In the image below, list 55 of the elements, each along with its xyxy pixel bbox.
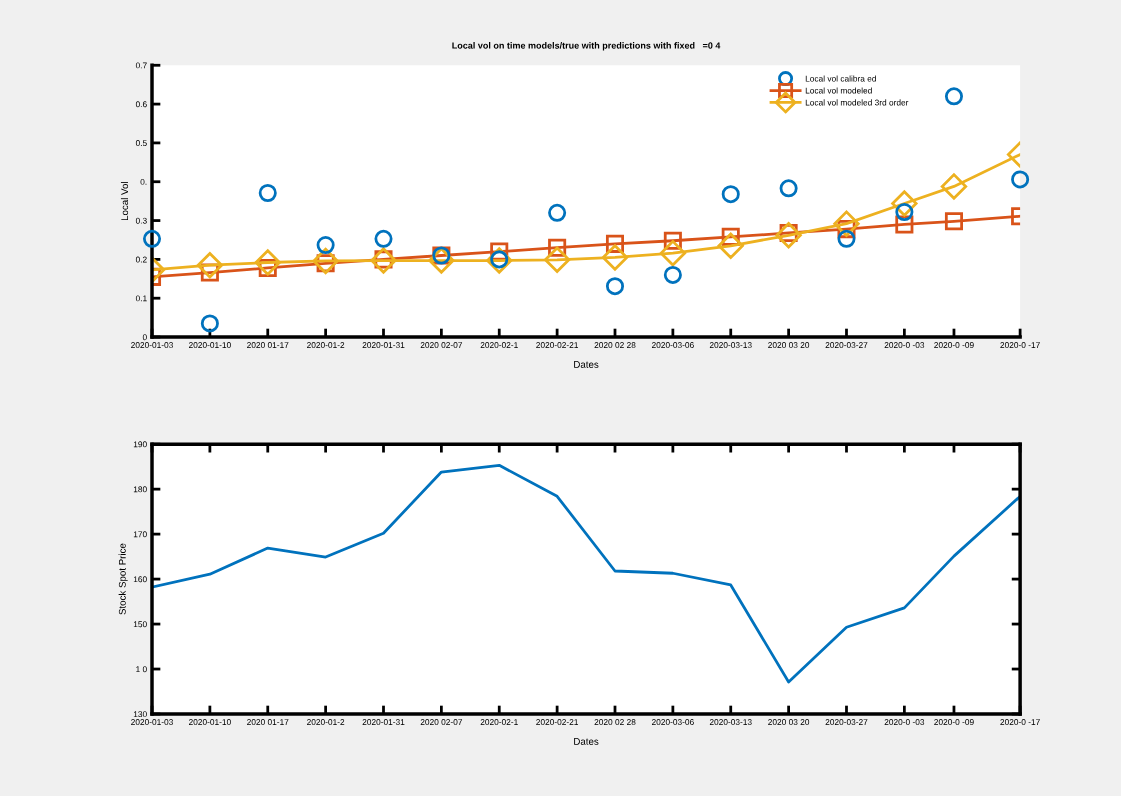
x-tick-label: 2020-0 -17 bbox=[1000, 342, 1040, 349]
y-tick-label: 0.1 bbox=[135, 295, 147, 302]
x-tick-label: 2020-0 -09 bbox=[934, 719, 974, 725]
x-tick-label: 2020 02-07 bbox=[420, 719, 463, 725]
x-tick-label: 2020-01-03 bbox=[131, 719, 173, 725]
x-tick-label: 2020-01-31 bbox=[362, 342, 405, 349]
y-tick-label: 190 bbox=[133, 441, 147, 448]
x-tick-label: 2020-03-06 bbox=[651, 719, 694, 725]
x-tick-label: 2020-03-06 bbox=[651, 342, 694, 349]
x-tick-label: 2020-01-10 bbox=[188, 719, 231, 725]
x-tick-label: 2020-0 -03 bbox=[884, 342, 925, 349]
x-tick-label: 2020-0 -03 bbox=[884, 719, 925, 725]
y-axis-title: Stock Spot Price bbox=[118, 543, 128, 615]
y-tick-label: 180 bbox=[133, 486, 147, 493]
y-tick-label: 1 0 bbox=[136, 666, 147, 673]
y-tick-label: 0. bbox=[140, 178, 147, 185]
y-tick-label: 160 bbox=[133, 576, 147, 583]
x-tick-label: 2020 02 28 bbox=[594, 342, 636, 349]
x-tick-label: 2020-02-21 bbox=[536, 342, 579, 349]
x-tick-label: 2020-01-2 bbox=[307, 719, 345, 725]
legend-label: Local vol calibra ed bbox=[805, 75, 876, 82]
y-tick-label: 0.5 bbox=[135, 140, 147, 147]
x-axis-title: Dates bbox=[574, 738, 599, 745]
x-tick-label: 2020 02-07 bbox=[420, 342, 463, 349]
chart-title: Local vol on time models/true with predictions with fixed =0 4 bbox=[452, 42, 721, 51]
x-tick-label: 2020 03 20 bbox=[768, 719, 810, 725]
x-tick-label: 2020-01-31 bbox=[362, 719, 405, 725]
x-tick-label: 2020 01-17 bbox=[247, 719, 289, 725]
x-tick-label: 2020-01-2 bbox=[307, 342, 345, 349]
x-tick-label: 2020-03-13 bbox=[709, 719, 752, 725]
x-tick-label: 2020-0 -17 bbox=[1000, 719, 1040, 725]
y-tick-label: 0.6 bbox=[135, 101, 147, 108]
x-tick-label: 2020-02-21 bbox=[536, 719, 579, 725]
legend-label: Local vol modeled 3rd order bbox=[805, 99, 909, 106]
x-tick-label: 2020-01-03 bbox=[131, 342, 173, 349]
x-tick-label: 2020-03-13 bbox=[709, 342, 752, 349]
x-tick-label: 2020-02-1 bbox=[480, 342, 518, 349]
y-tick-label: 0 bbox=[142, 334, 147, 341]
legend-label: Local vol modeled bbox=[805, 87, 872, 94]
x-tick-label: 2020-03-27 bbox=[825, 719, 868, 725]
x-tick-label: 2020 03 20 bbox=[768, 342, 810, 349]
y-tick-label: 130 bbox=[133, 711, 147, 718]
y-tick-label: 150 bbox=[133, 621, 147, 628]
y-tick-label: 170 bbox=[133, 531, 147, 538]
x-tick-label: 2020-02-1 bbox=[480, 719, 518, 725]
y-tick-label: 0.3 bbox=[135, 217, 147, 224]
x-tick-label: 2020-03-27 bbox=[825, 342, 868, 349]
y-tick-label: 0.7 bbox=[135, 62, 147, 69]
x-tick-label: 2020 01-17 bbox=[247, 342, 289, 349]
x-tick-label: 2020-01-10 bbox=[188, 342, 231, 349]
x-tick-label: 2020 02 28 bbox=[594, 719, 636, 725]
y-tick-label: 0.2 bbox=[135, 256, 147, 263]
x-axis-title: Dates bbox=[574, 361, 599, 368]
y-axis-title: Local Vol bbox=[120, 182, 129, 221]
x-tick-label: 2020-0 -09 bbox=[934, 342, 974, 349]
